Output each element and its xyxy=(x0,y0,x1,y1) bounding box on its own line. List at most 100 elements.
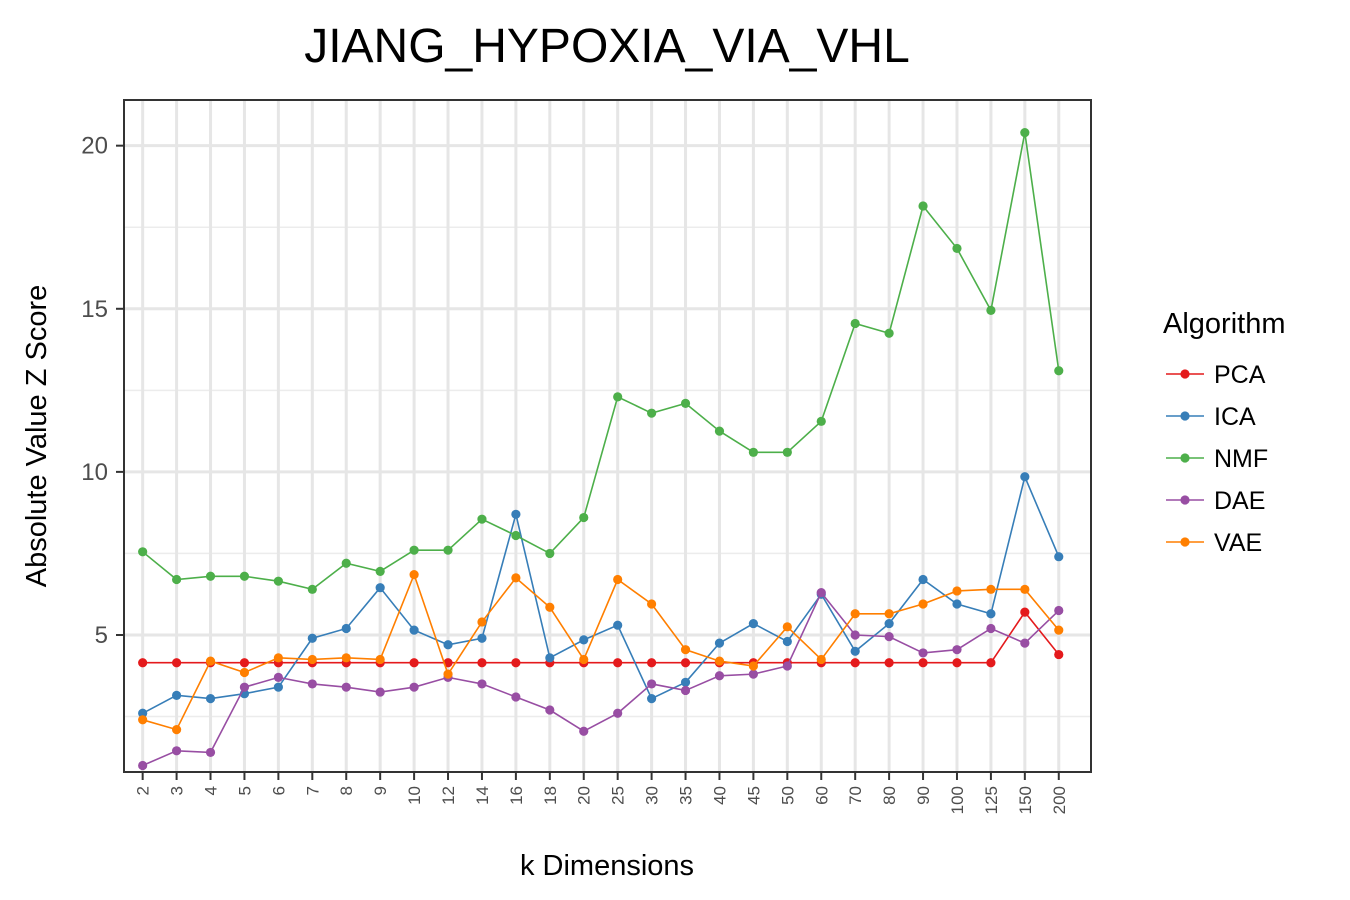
data-point-nmf xyxy=(205,571,216,581)
data-point-dae xyxy=(714,671,725,681)
data-point-pca xyxy=(613,658,623,668)
legend-key-point-nmf xyxy=(1180,453,1190,463)
data-point-ica xyxy=(171,690,182,700)
x-tick-label: 10 xyxy=(405,786,424,805)
x-tick-label: 60 xyxy=(812,786,831,805)
data-point-dae xyxy=(341,682,351,692)
data-point-dae xyxy=(918,648,928,658)
data-point-ica xyxy=(647,694,657,704)
data-point-pca xyxy=(1020,607,1030,617)
plot-panel-border xyxy=(123,99,1092,773)
data-point-ica xyxy=(918,574,928,585)
data-point-dae xyxy=(307,679,317,689)
data-point-pca xyxy=(511,658,521,668)
data-point-nmf xyxy=(443,545,453,555)
x-tick-label: 16 xyxy=(507,786,526,805)
data-point-nmf xyxy=(748,447,758,457)
data-point-nmf xyxy=(613,392,623,402)
series-pca xyxy=(138,607,1064,668)
data-point-ica xyxy=(477,633,487,643)
data-point-pca xyxy=(680,658,691,668)
data-point-nmf xyxy=(477,514,487,524)
data-point-vae xyxy=(647,599,657,609)
data-point-vae xyxy=(273,653,283,663)
series-line-dae xyxy=(142,591,1060,767)
data-point-dae xyxy=(680,685,691,696)
data-point-dae xyxy=(1054,605,1064,616)
x-tick-label: 90 xyxy=(914,786,933,805)
data-point-pca xyxy=(171,658,182,668)
data-point-vae xyxy=(782,622,792,632)
data-point-dae xyxy=(850,630,860,640)
data-point-ica xyxy=(545,653,555,663)
data-point-vae xyxy=(511,573,521,583)
x-tick-label: 70 xyxy=(846,786,865,805)
data-point-dae xyxy=(138,760,148,771)
data-point-vae xyxy=(307,654,317,665)
data-point-vae xyxy=(205,656,216,666)
x-tick-label: 9 xyxy=(371,786,390,795)
data-point-dae xyxy=(884,632,894,642)
series-line-vae xyxy=(142,572,1060,731)
data-point-vae xyxy=(239,667,250,678)
data-point-nmf xyxy=(816,416,826,426)
x-tick-label: 35 xyxy=(677,786,696,805)
data-point-nmf xyxy=(782,447,792,457)
data-point-nmf xyxy=(171,574,182,585)
x-tick-label: 50 xyxy=(778,786,797,805)
data-point-ica xyxy=(952,599,962,609)
data-point-dae xyxy=(816,587,826,598)
data-point-pca xyxy=(986,658,996,668)
data-point-nmf xyxy=(341,558,351,568)
x-tick-label: 12 xyxy=(439,786,458,805)
data-point-vae xyxy=(1054,625,1064,635)
data-point-nmf xyxy=(918,201,928,211)
data-point-vae xyxy=(477,617,487,627)
data-point-vae xyxy=(884,609,894,619)
data-point-nmf xyxy=(850,318,860,329)
data-point-vae xyxy=(680,645,691,655)
series-nmf xyxy=(138,128,1064,594)
data-point-vae xyxy=(613,574,623,585)
data-point-ica xyxy=(341,623,351,634)
data-point-nmf xyxy=(986,305,996,316)
data-point-vae xyxy=(850,609,860,619)
y-tick-label: 5 xyxy=(95,622,108,649)
data-point-ica xyxy=(884,618,894,629)
data-point-dae xyxy=(986,623,996,634)
data-point-ica xyxy=(443,640,453,650)
data-point-vae xyxy=(714,656,725,666)
data-point-ica xyxy=(714,638,725,648)
data-point-ica xyxy=(579,635,589,645)
series-line-ica xyxy=(142,474,1060,714)
data-point-ica xyxy=(986,609,996,619)
data-point-pca xyxy=(239,658,250,668)
data-point-dae xyxy=(647,679,657,689)
data-point-dae xyxy=(511,692,521,702)
x-tick-label: 200 xyxy=(1050,786,1069,814)
data-point-pca xyxy=(138,658,148,668)
data-point-dae xyxy=(239,682,250,692)
x-axis: 2 3 4 5 6 7 8 9 10 12 14 16 18 20 25 30 35 40 45 50 60 70 80 90… xyxy=(134,772,1069,814)
data-point-nmf xyxy=(545,548,555,559)
data-point-vae xyxy=(409,570,419,580)
legend-label-vae: VAE xyxy=(1214,529,1262,557)
data-point-ica xyxy=(511,509,521,519)
x-tick-label: 6 xyxy=(269,786,288,795)
data-point-dae xyxy=(477,679,487,689)
legend-key-point-dae xyxy=(1180,495,1190,505)
minor-gridlines xyxy=(124,226,1091,718)
data-point-pca xyxy=(952,658,962,668)
y-tick-label: 20 xyxy=(81,133,108,160)
series-layer xyxy=(138,128,1064,771)
data-point-nmf xyxy=(647,408,657,418)
series-line-nmf xyxy=(142,132,1060,591)
data-point-ica xyxy=(205,694,216,704)
legend-label-dae: DAE xyxy=(1214,487,1265,515)
x-tick-label: 30 xyxy=(643,786,662,805)
data-point-nmf xyxy=(680,398,691,408)
data-point-dae xyxy=(1020,638,1030,648)
data-point-vae xyxy=(579,654,589,665)
data-point-pca xyxy=(918,658,928,668)
data-point-vae xyxy=(816,654,826,665)
